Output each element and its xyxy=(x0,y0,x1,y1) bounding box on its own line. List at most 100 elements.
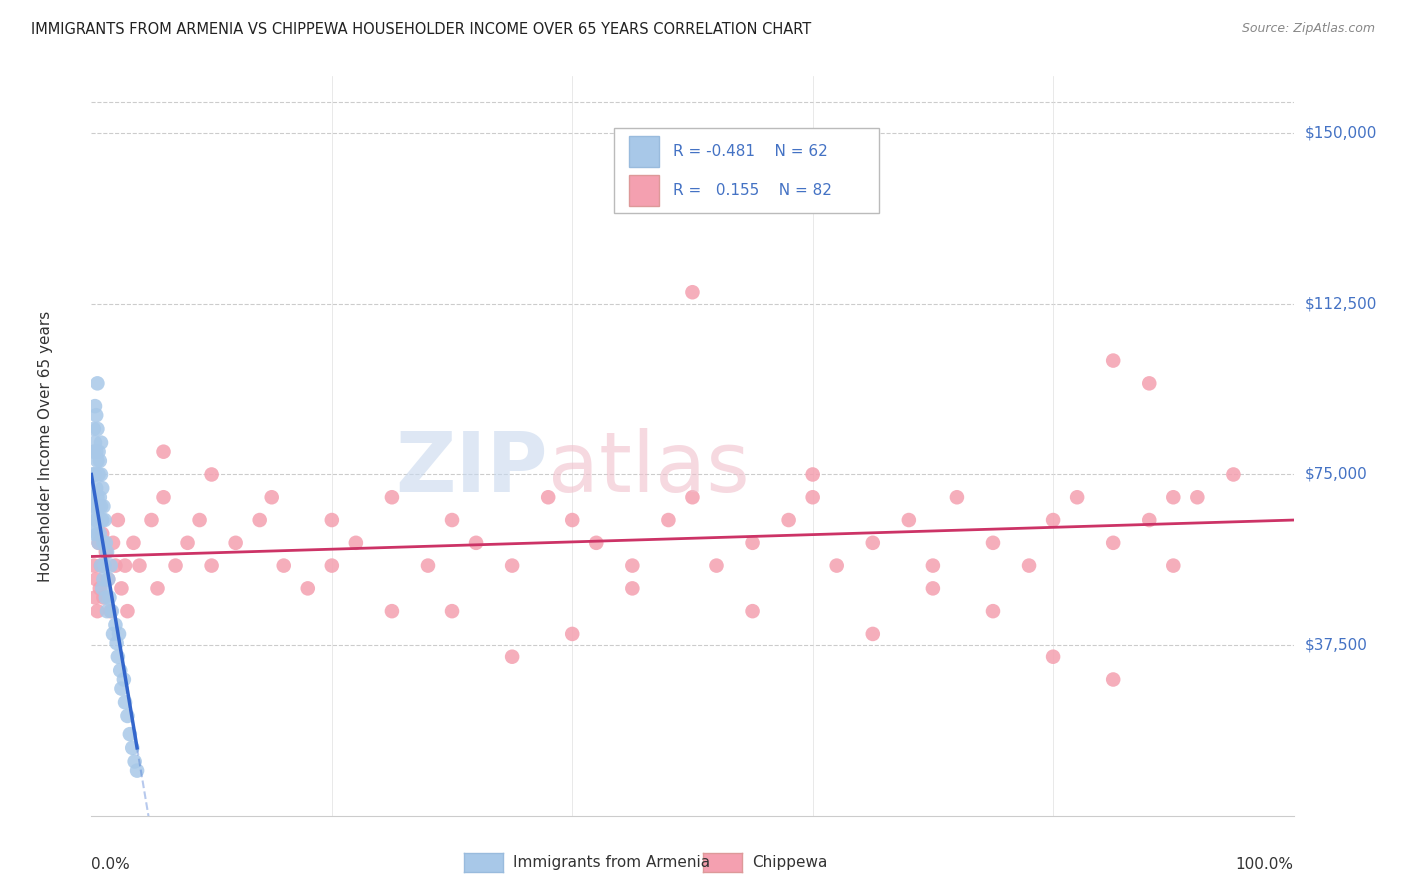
Point xyxy=(87,467,110,482)
Point xyxy=(862,536,884,550)
Point xyxy=(440,513,463,527)
FancyBboxPatch shape xyxy=(614,128,879,213)
Point xyxy=(100,558,122,573)
Point xyxy=(146,582,169,596)
Point xyxy=(96,604,118,618)
Point xyxy=(1102,673,1125,687)
Point xyxy=(778,513,800,527)
Point xyxy=(93,558,115,573)
Point xyxy=(152,444,174,458)
Point xyxy=(110,664,132,678)
Point xyxy=(86,604,108,618)
FancyBboxPatch shape xyxy=(628,175,659,206)
Point xyxy=(114,558,136,573)
Point xyxy=(83,467,105,482)
Point xyxy=(165,558,187,573)
Point xyxy=(1222,467,1244,482)
Point xyxy=(1137,376,1160,391)
Point xyxy=(122,536,145,550)
Point xyxy=(1042,513,1064,527)
Point xyxy=(621,582,644,596)
FancyBboxPatch shape xyxy=(628,136,659,167)
Point xyxy=(561,513,583,527)
Point xyxy=(152,490,174,504)
Point xyxy=(94,591,117,605)
Point xyxy=(801,467,824,482)
Point xyxy=(90,558,112,573)
Point xyxy=(101,536,124,550)
Text: 0.0%: 0.0% xyxy=(91,857,131,871)
Point xyxy=(93,513,115,527)
Text: IMMIGRANTS FROM ARMENIA VS CHIPPEWA HOUSEHOLDER INCOME OVER 65 YEARS CORRELATION: IMMIGRANTS FROM ARMENIA VS CHIPPEWA HOUS… xyxy=(31,22,811,37)
Point xyxy=(862,627,884,641)
Point xyxy=(91,526,114,541)
Text: $112,500: $112,500 xyxy=(1305,296,1376,311)
Point xyxy=(501,649,523,664)
Point xyxy=(110,681,132,696)
Point xyxy=(104,617,127,632)
Point xyxy=(96,545,118,559)
Point xyxy=(107,649,129,664)
Text: R = -0.481    N = 62: R = -0.481 N = 62 xyxy=(673,144,828,159)
Point xyxy=(741,536,763,550)
Point xyxy=(101,604,124,618)
Point xyxy=(91,582,114,596)
Point xyxy=(585,536,607,550)
Point xyxy=(297,582,319,596)
Point xyxy=(1187,490,1209,504)
Point xyxy=(188,513,211,527)
Point xyxy=(94,536,117,550)
Point xyxy=(84,409,107,423)
Point xyxy=(104,558,127,573)
Point xyxy=(86,490,108,504)
Point xyxy=(1042,649,1064,664)
Point xyxy=(84,572,107,586)
Point xyxy=(225,536,247,550)
Point xyxy=(825,558,848,573)
Point xyxy=(84,481,107,495)
Point xyxy=(93,591,115,605)
Point xyxy=(922,558,945,573)
Point xyxy=(465,536,488,550)
Point xyxy=(107,513,129,527)
Point xyxy=(1161,558,1184,573)
Text: $75,000: $75,000 xyxy=(1305,467,1368,482)
Point xyxy=(87,536,110,550)
Point xyxy=(82,513,104,527)
Text: R =   0.155    N = 82: R = 0.155 N = 82 xyxy=(673,183,832,198)
Point xyxy=(1018,558,1040,573)
Point xyxy=(501,558,523,573)
Point xyxy=(117,604,139,618)
Point xyxy=(141,513,163,527)
Point xyxy=(110,582,132,596)
Point xyxy=(87,500,110,514)
Point xyxy=(89,454,111,468)
Point xyxy=(82,490,104,504)
Point xyxy=(97,572,120,586)
Point xyxy=(681,285,703,300)
Point xyxy=(90,558,112,573)
Point xyxy=(118,727,141,741)
Point xyxy=(83,526,105,541)
Point xyxy=(321,558,343,573)
Point xyxy=(83,422,105,436)
Point xyxy=(84,399,107,413)
Text: atlas: atlas xyxy=(548,427,749,508)
Point xyxy=(201,467,224,482)
Point xyxy=(1161,490,1184,504)
Point xyxy=(801,490,824,504)
Point xyxy=(86,454,108,468)
Text: Chippewa: Chippewa xyxy=(752,855,828,870)
Point xyxy=(249,513,271,527)
Point xyxy=(90,435,112,450)
Point xyxy=(100,604,122,618)
Point xyxy=(84,435,107,450)
Text: ZIP: ZIP xyxy=(395,427,548,508)
Point xyxy=(93,572,115,586)
Point xyxy=(114,695,136,709)
Point xyxy=(381,604,404,618)
Point xyxy=(87,536,110,550)
Point xyxy=(124,755,146,769)
Text: Source: ZipAtlas.com: Source: ZipAtlas.com xyxy=(1241,22,1375,36)
Text: Householder Income Over 65 years: Householder Income Over 65 years xyxy=(38,310,53,582)
